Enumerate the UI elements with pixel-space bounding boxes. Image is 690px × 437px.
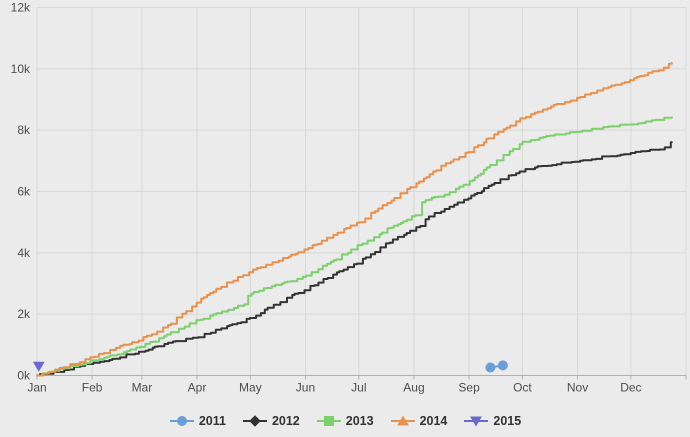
legend-marker-square-icon [316,416,341,426]
legend-marker-triangle-down-icon [464,416,489,427]
x-axis-tick-label: Nov [567,381,588,395]
y-axis-tick-label: 8k [17,123,31,137]
x-axis-tick-label: Feb [82,381,103,395]
circle-marker-icon [485,362,496,373]
legend-label: 2013 [345,414,374,428]
x-axis-tick-label: Oct [513,381,532,395]
legend-label: 2012 [271,414,300,428]
x-axis-tick-label: Jul [351,381,366,395]
y-axis-tick-label: 0k [17,369,31,383]
triangle-up-glyph [396,415,409,426]
legend-item-2013[interactable]: 2013 [316,414,374,428]
square-glyph [323,416,334,426]
series-line-2014 [36,62,673,377]
diamond-glyph [249,415,261,427]
legend-marker-triangle-up-icon [390,415,415,426]
legend-item-2015[interactable]: 2015 [463,414,521,428]
legend-label: 2015 [493,414,522,428]
legend-label: 2011 [198,414,226,428]
x-axis-tick-label: Jan [27,381,46,395]
legend-item-2014[interactable]: 2014 [390,414,448,428]
data-point-2011[interactable] [497,360,508,371]
x-axis-tick-label: Aug [403,381,424,395]
y-axis-tick-label: 12k [11,1,31,15]
triangle-down-marker-icon [32,361,45,372]
chart-legend: 2011 2012 2013 2014 2015 [0,408,690,434]
y-axis-tick-label: 10k [11,62,31,76]
y-axis-tick-label: 6k [17,185,31,199]
legend-item-2012[interactable]: 2012 [242,414,300,428]
y-axis-tick-label: 2k [17,307,31,321]
x-axis-tick-label: Sep [458,381,480,395]
x-axis-tick-label: Dec [620,381,641,395]
x-axis-tick-label: Jun [296,381,315,395]
x-axis-tick-label: May [239,381,262,395]
legend-marker-diamond-icon [242,415,267,427]
triangle-down-glyph [470,416,483,427]
x-axis-tick-label: Apr [188,381,207,395]
legend-label: 2014 [419,414,448,428]
y-axis-tick-label: 4k [17,246,31,260]
legend-marker-circle-icon [169,416,194,426]
circle-marker-icon [497,360,508,371]
data-point-2015[interactable] [32,361,45,372]
series-line-2013 [36,116,673,377]
legend-item-2011[interactable]: 2011 [169,414,226,428]
x-axis-tick-label: Mar [132,381,153,395]
data-point-2011[interactable] [485,362,496,373]
chart-plot-area: 0k 2k 4k 6k 8k 10k 12k Jan Feb Mar Apr May Jun Jul Aug… [11,1,687,395]
series-line-2012 [36,141,673,377]
circle-glyph [176,416,187,426]
